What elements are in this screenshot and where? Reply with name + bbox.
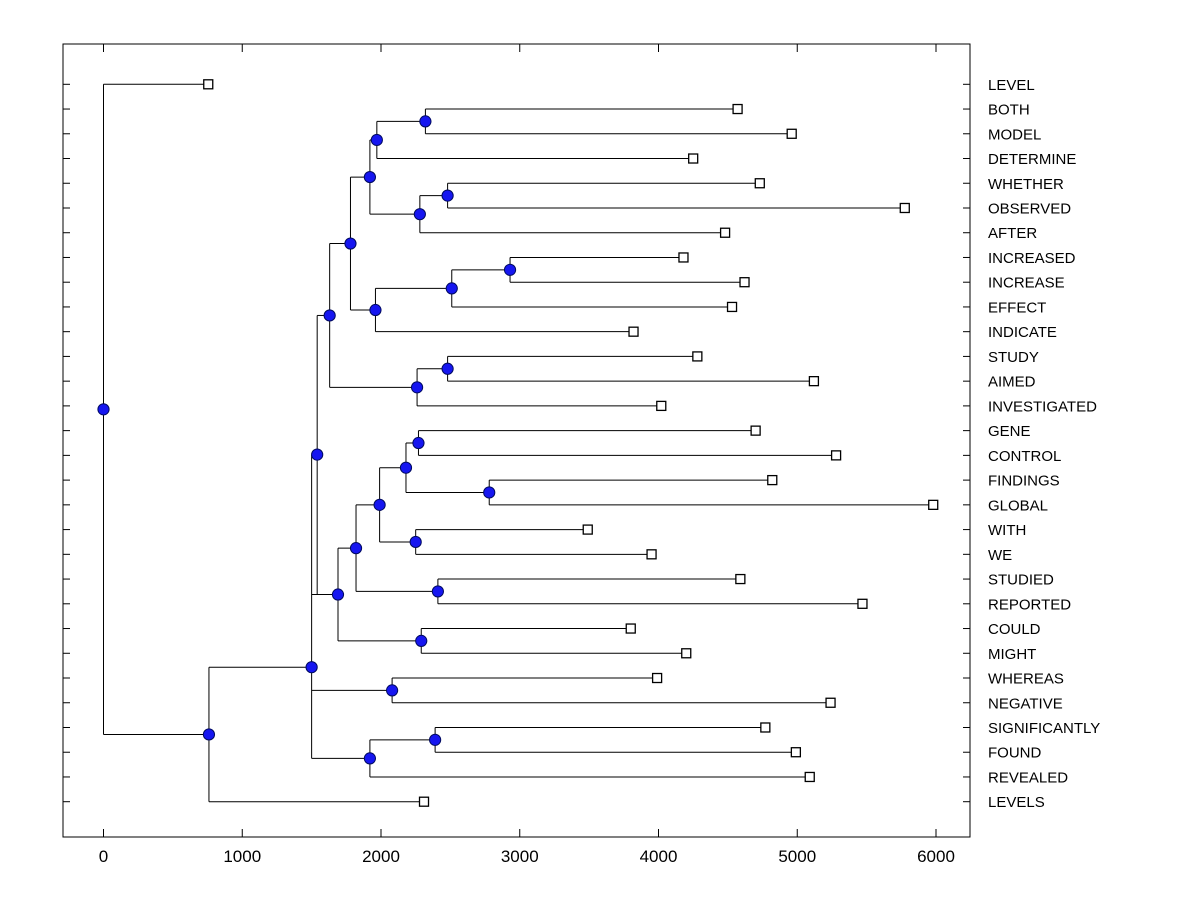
internal-node-marker-increased-increase: [503, 263, 517, 276]
internal-node-marker-gene-control: [412, 436, 425, 450]
internal-node-marker-sa-investigated: [410, 381, 424, 394]
leaf-label-control: CONTROL: [988, 448, 1061, 465]
internal-node-marker-upper-mid-join: [344, 237, 357, 250]
leaf-label-indicate: INDICATE: [988, 324, 1057, 341]
leaf-marker-level: [203, 79, 214, 90]
leaf-marker-levels: [418, 796, 430, 807]
leaf-marker-observed: [899, 202, 910, 214]
internal-node-marker-mid-join-3: [331, 588, 345, 601]
leaf-marker-determine: [688, 153, 699, 164]
internal-node-marker-whereas-negative: [386, 684, 399, 697]
internal-node-marker-root: [97, 403, 110, 416]
leaf-label-findings: FINDINGS: [988, 473, 1060, 490]
internal-node-marker-could-might: [415, 634, 428, 648]
leaf-label-we: WE: [988, 547, 1012, 564]
x-tick-label: 4000: [640, 847, 678, 866]
x-tick-label: 1000: [223, 847, 261, 866]
leaf-label-observed: OBSERVED: [988, 200, 1071, 217]
internal-node-marker-findings-global: [483, 486, 496, 499]
leaf-label-determine: DETERMINE: [988, 151, 1076, 168]
internal-node-marker-lower-column-join: [305, 661, 318, 674]
x-tick-label: 5000: [778, 847, 816, 866]
leaf-label-could: COULD: [988, 621, 1041, 638]
leaf-label-increased: INCREASED: [988, 250, 1076, 267]
leaf-marker-aimed: [808, 376, 820, 387]
leaf-label-with: WITH: [988, 522, 1026, 539]
internal-node-marker-wo-after: [413, 208, 426, 221]
leaf-marker-found: [790, 747, 802, 758]
leaf-marker-model: [786, 128, 797, 139]
axes-box: [62, 43, 971, 838]
leaf-marker-studied: [735, 573, 746, 585]
x-tick-label: 0: [99, 847, 108, 866]
leaf-marker-significantly: [760, 722, 771, 733]
leaf-marker-study: [692, 351, 703, 362]
x-tick-label: 2000: [362, 847, 400, 866]
leaf-marker-we: [646, 549, 657, 560]
leaf-label-significantly: SIGNIFICANTLY: [988, 720, 1100, 737]
leaf-label-level: LEVEL: [988, 77, 1035, 94]
leaf-marker-could: [625, 623, 636, 634]
leaf-marker-whereas: [651, 672, 663, 684]
internal-node-marker-iie-indicate: [369, 303, 382, 317]
leaf-marker-effect: [726, 301, 738, 313]
leaf-marker-with: [582, 524, 593, 535]
leaf-marker-negative: [825, 697, 836, 708]
leaf-marker-whether: [754, 178, 765, 189]
leaf-label-increase: INCREASE: [988, 275, 1065, 292]
internal-node-marker-both-model: [419, 115, 432, 128]
leaf-marker-investigated: [656, 400, 667, 412]
leaf-label-aimed: AIMED: [988, 374, 1036, 391]
leaf-label-revealed: REVEALED: [988, 769, 1068, 786]
leaf-label-after: AFTER: [988, 225, 1037, 242]
leaf-label-model: MODEL: [988, 126, 1041, 143]
internal-node-marker-study-aimed: [441, 362, 454, 375]
leaf-label-found: FOUND: [988, 745, 1041, 762]
internal-node-marker-mid-join-1: [373, 498, 386, 511]
leaf-label-both: BOTH: [988, 102, 1030, 119]
leaf-marker-findings: [767, 474, 778, 486]
internal-node-marker-mid-join-2: [349, 542, 363, 555]
internal-node-marker-with-we: [409, 535, 422, 549]
leaf-label-negative: NEGATIVE: [988, 695, 1063, 712]
internal-node-marker-bottom-join: [202, 728, 216, 741]
leaf-marker-indicate: [628, 326, 639, 337]
leaf-marker-reported: [857, 598, 868, 609]
internal-node-marker-upper-block-join: [323, 309, 336, 322]
internal-node-marker-bm-determine: [370, 133, 383, 147]
leaf-label-study: STUDY: [988, 349, 1039, 366]
leaf-label-might: MIGHT: [988, 646, 1036, 663]
leaf-label-effect: EFFECT: [988, 299, 1046, 316]
internal-node-marker-ii-effect: [445, 282, 458, 295]
leaf-label-reported: REPORTED: [988, 596, 1071, 613]
internal-node-marker-gc-fg-join: [399, 461, 413, 474]
leaf-label-investigated: INVESTIGATED: [988, 398, 1097, 415]
internal-node-marker-studied-reported: [431, 585, 444, 598]
leaf-marker-global: [928, 499, 939, 510]
internal-node-marker-significantly-found: [429, 733, 442, 746]
leaf-label-whether: WHETHER: [988, 176, 1064, 193]
x-tick-label: 3000: [501, 847, 539, 866]
internal-node-marker-center-column-join: [311, 448, 324, 461]
leaf-marker-both: [732, 103, 743, 115]
leaf-marker-increased: [678, 252, 689, 263]
internal-node-marker-whether-observed: [441, 189, 454, 202]
leaf-marker-increase: [739, 277, 750, 288]
leaf-label-gene: GENE: [988, 423, 1031, 440]
internal-node-marker-top-left-join: [363, 170, 376, 184]
leaf-label-global: GLOBAL: [988, 497, 1048, 514]
internal-node-marker-sf-revealed: [363, 752, 376, 765]
leaf-marker-might: [681, 648, 692, 659]
leaf-label-studied: STUDIED: [988, 572, 1054, 589]
leaf-label-whereas: WHEREAS: [988, 671, 1064, 688]
x-tick-label: 6000: [917, 847, 955, 866]
leaf-marker-gene: [750, 425, 761, 436]
leaf-marker-control: [830, 450, 842, 461]
leaf-marker-after: [719, 227, 731, 238]
leaf-label-levels: LEVELS: [988, 794, 1045, 811]
leaf-marker-revealed: [804, 771, 815, 783]
